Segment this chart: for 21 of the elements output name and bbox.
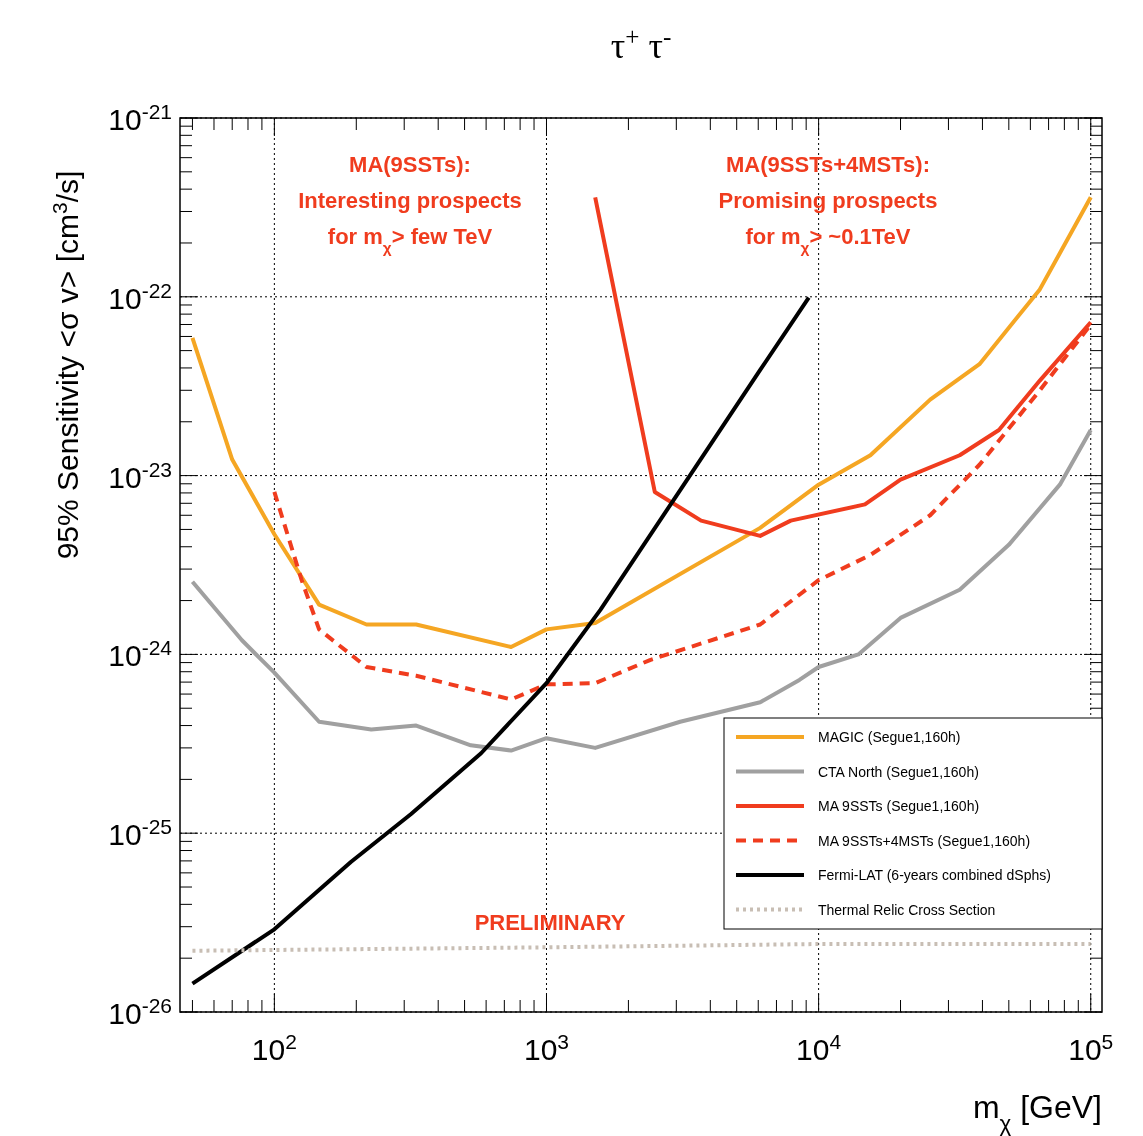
x-axis-title: m$_{χ}$ [GeV] (972, 1089, 1102, 1136)
legend-label: MA 9SSTs+4MSTs (Segue1,160h) (818, 832, 1031, 849)
legend-label: Thermal Relic Cross Section (818, 901, 996, 918)
y-tick-label: 10$^{-22}$ (108, 278, 172, 315)
y-tick-label: 10$^{-24}$ (108, 635, 173, 673)
x-tick-label: 10$^{2}$ (251, 1029, 297, 1066)
y-tick-label: 10$^{-25}$ (108, 814, 172, 852)
x-tick-label: 10$^{3}$ (523, 1029, 570, 1066)
annotation: MA(9SSTs+4MSTs): Promising prospects for m$_{χ}$> ~0.1TeV (718, 152, 938, 256)
y-tick-label: 10$^{-23}$ (108, 457, 172, 494)
x-tick-label: 10$^{4}$ (796, 1029, 842, 1066)
legend-label: CTA North (Segue1,160h) (818, 763, 979, 780)
legend-label: MAGIC (Segue1,160h) (818, 729, 961, 745)
legend-label: Fermi-LAT (6-years combined dSphs) (818, 867, 1051, 883)
chart-title: τ$^{+}$ τ$^{-}$ (610, 22, 672, 66)
y-tick-label: 10$^{-26}$ (108, 993, 172, 1030)
annotation: PRELIMINARY (474, 910, 626, 935)
y-tick-label: 10$^{-21}$ (108, 99, 172, 136)
legend-label: MA 9SSTs (Segue1,160h) (818, 798, 980, 814)
annotation: MA(9SSTs): Interesting prospects for m$_{χ}$> few TeV (298, 152, 522, 256)
x-tick-label: 10$^{5}$ (1068, 1029, 1114, 1066)
